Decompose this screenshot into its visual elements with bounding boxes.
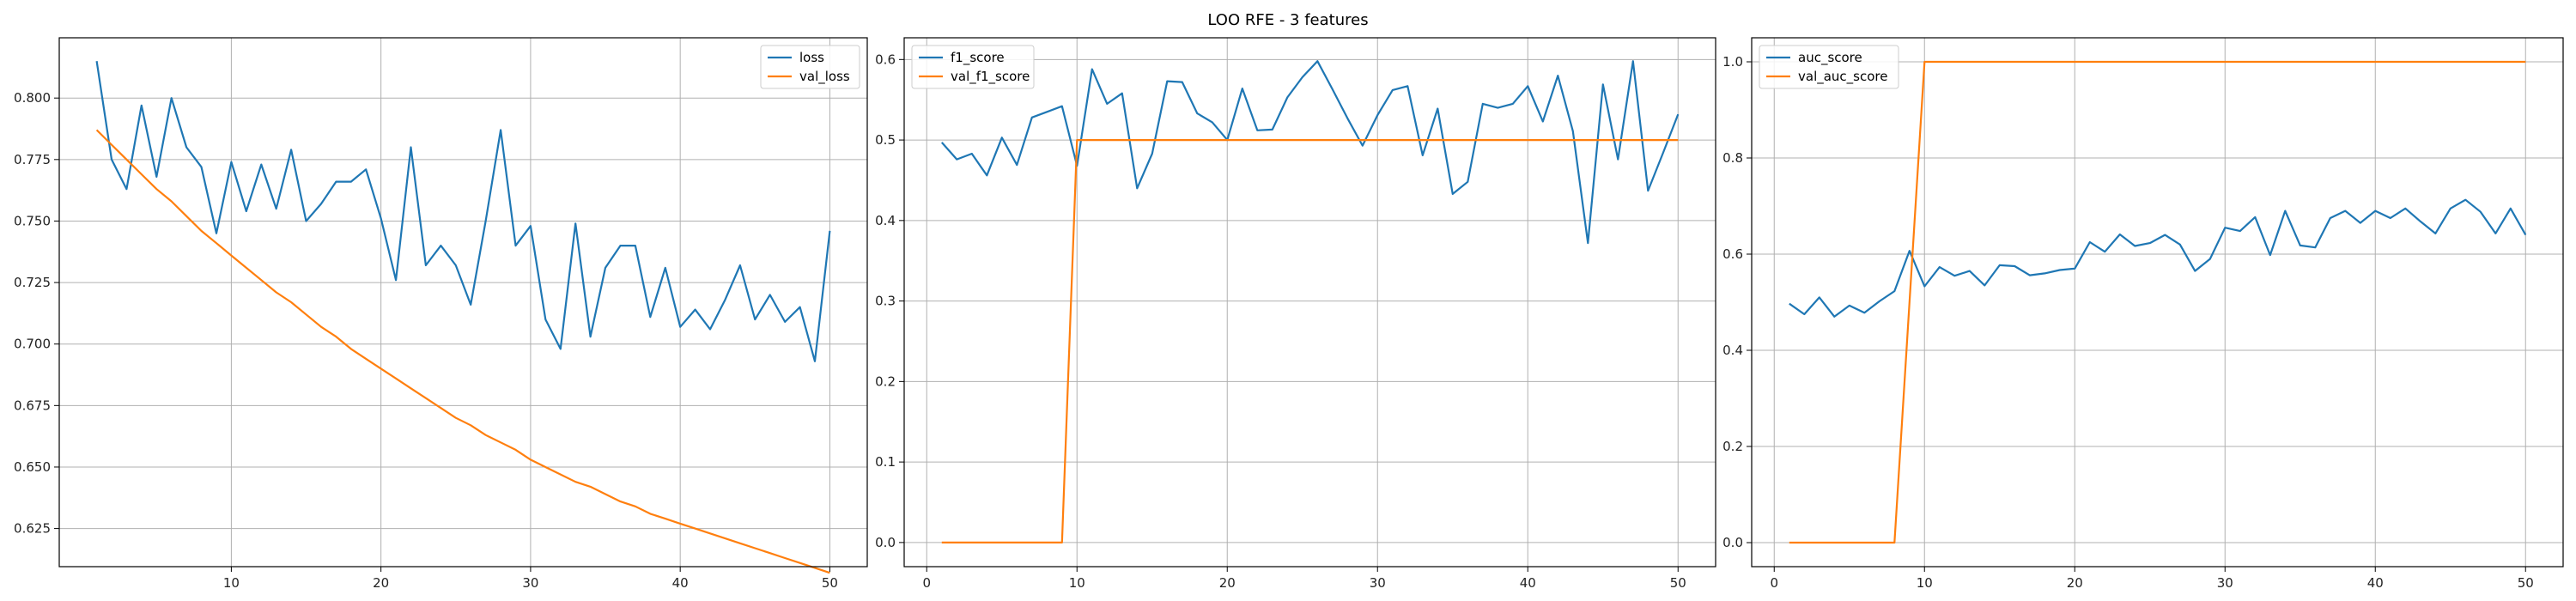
x-tick-label: 40 (672, 575, 689, 591)
x-tick-label: 30 (1370, 575, 1386, 591)
series-line-val_auc_score (1789, 60, 2526, 544)
x-tick-label: 50 (1670, 575, 1686, 591)
y-tick-label: 0.800 (14, 90, 51, 106)
x-tick-label: 20 (1219, 575, 1236, 591)
chart-panel-3: 0 10 20 30 40 50 0.0 0.2 0.4 0.6 0.8 1.0 auc_scoreva… (1722, 37, 2564, 591)
y-tick-label: 0.725 (14, 275, 51, 290)
x-tick-label: 40 (2367, 575, 2384, 591)
y-tick-label: 0.4 (1722, 343, 1743, 358)
x-tick-label: 10 (1917, 575, 1933, 591)
series-line-f1_score (940, 60, 1680, 245)
x-tick-label: 50 (2518, 575, 2534, 591)
x-tick-label: 10 (1069, 575, 1085, 591)
y-tick-label: 0.0 (1722, 535, 1743, 550)
x-tick-label: 50 (822, 575, 838, 591)
legend-label-loss: loss (799, 50, 824, 65)
y-tick-label: 0.650 (14, 459, 51, 475)
chart-panel-1: 10 20 30 40 50 0.625 0.650 0.675 0.700 0.725 0.750… (14, 37, 868, 591)
x-tick-label: 0 (922, 575, 931, 591)
y-tick-label: 0.2 (875, 373, 896, 389)
x-tick-label: 20 (2067, 575, 2083, 591)
legend-label-val_loss: val_loss (799, 69, 850, 85)
y-tick-label: 0.6 (875, 52, 896, 67)
x-tick-label: 0 (1770, 575, 1778, 591)
legend-box (760, 45, 860, 89)
y-tick-label: 1.0 (1722, 54, 1743, 70)
legend: loss val_loss (760, 45, 860, 89)
y-tick-label: 0.700 (14, 337, 51, 352)
y-tick-label: 0.5 (875, 132, 896, 148)
chart-panel-2: 0 10 20 30 40 50 0.0 0.1 0.2 0.3 0.4 0.5 0.6 f1_score… (875, 37, 1716, 591)
y-tick-label: 0.775 (14, 152, 51, 167)
y-tick-label: 0.8 (1722, 150, 1743, 166)
y-tick-label: 0.625 (14, 521, 51, 537)
axes-frame (58, 37, 868, 568)
axes-frame (1751, 37, 2564, 568)
series-line-loss (95, 61, 831, 362)
legend: f1_score val_f1_score (911, 45, 1035, 89)
legend-label-auc_score: auc_score (1798, 50, 1862, 66)
y-tick-label: 0.2 (1722, 439, 1743, 454)
legend-label-val_auc_score: val_auc_score (1798, 69, 1888, 85)
legend-label-val_f1_score: val_f1_score (951, 69, 1030, 85)
y-tick-label: 0.0 (875, 535, 896, 550)
series-line-val_f1_score (941, 139, 1679, 544)
legend-label-f1_score: f1_score (951, 50, 1005, 66)
y-tick-label: 0.1 (875, 454, 896, 470)
x-tick-label: 30 (2217, 575, 2233, 591)
series-line-val_loss (95, 129, 830, 574)
y-tick-label: 0.675 (14, 398, 51, 413)
y-tick-label: 0.4 (875, 213, 896, 228)
series-line-auc_score (1789, 198, 2527, 318)
x-tick-label: 10 (223, 575, 240, 591)
axes-frame (903, 37, 1716, 568)
legend: auc_score val_auc_score (1759, 45, 1899, 89)
y-tick-label: 0.3 (875, 294, 896, 309)
x-tick-label: 40 (1520, 575, 1536, 591)
legend-box (1759, 45, 1899, 89)
y-tick-label: 0.6 (1722, 246, 1743, 262)
legend-box (911, 45, 1035, 89)
figure-title: LOO RFE - 3 features (1207, 11, 1368, 29)
x-tick-label: 30 (522, 575, 538, 591)
x-tick-label: 20 (373, 575, 389, 591)
y-tick-label: 0.750 (14, 213, 51, 228)
